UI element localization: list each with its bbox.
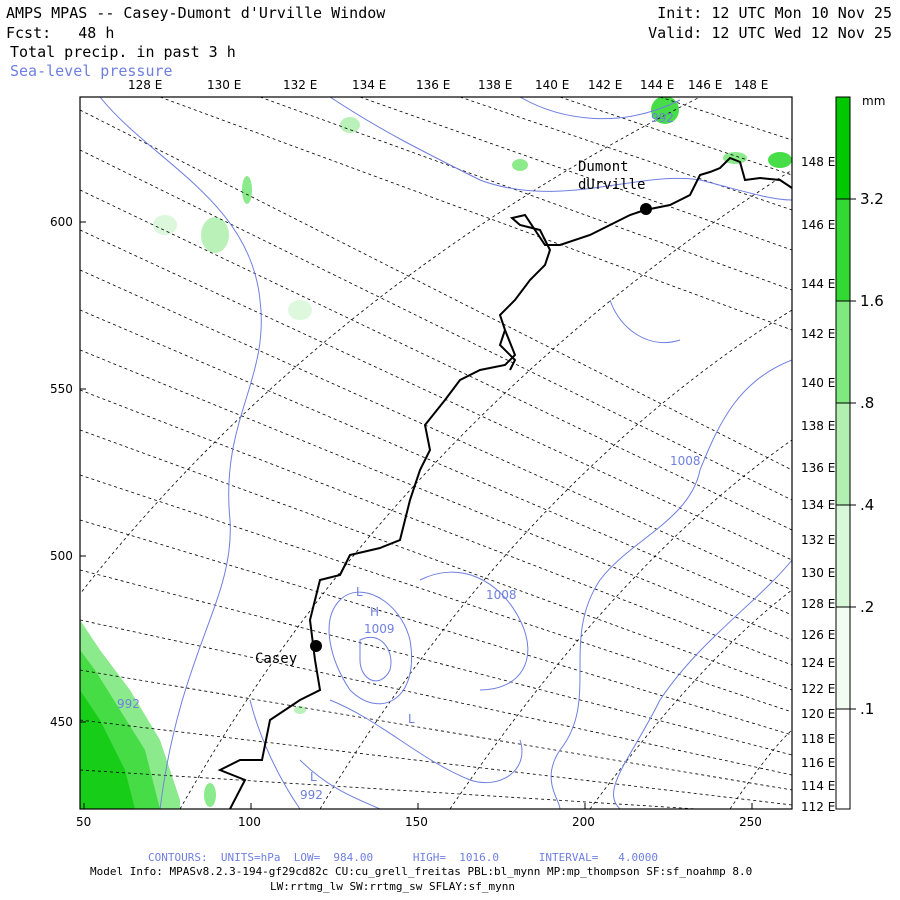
valid-time: Valid: 12 UTC Wed 12 Nov 25: [648, 24, 892, 42]
right-lon-label: 120 E: [801, 707, 836, 721]
contour-label: 992: [300, 788, 323, 802]
contour-label: 1008: [486, 588, 517, 602]
right-lon-label: 128 E: [801, 597, 836, 611]
top-lon-label: 144 E: [640, 78, 675, 92]
colorbar-level: .1: [860, 700, 875, 718]
top-lon-label: 132 E: [283, 78, 318, 92]
map-title: AMPS MPAS -- Casey-Dumont d'Urville Wind…: [6, 4, 386, 22]
top-lon-label: 140 E: [535, 78, 570, 92]
pressure-center-label: H: [370, 605, 380, 619]
overlay-name: Sea-level pressure: [10, 62, 173, 80]
right-lon-label: 126 E: [801, 628, 836, 642]
model-info: Model Info: MPASv8.2.3-194-gf29cd82c CU:…: [90, 865, 753, 878]
top-lon-label: 136 E: [416, 78, 451, 92]
right-lon-label: 140 E: [801, 376, 836, 390]
right-lon-label: 116 E: [801, 756, 836, 770]
right-lon-label: 144 E: [801, 277, 836, 291]
field-name: Total precip. in past 3 h: [10, 43, 236, 61]
casey-marker: [310, 640, 322, 652]
left-y-label: 550: [50, 382, 73, 396]
bottom-x-label: 50: [76, 815, 92, 829]
colorbar-level: 1.6: [860, 292, 884, 310]
contour-info: CONTOURS: UNITS=hPa LOW= 984.00 HIGH= 10…: [148, 851, 658, 864]
forecast-hour: Fcst: 48 h: [6, 24, 115, 42]
colorbar-level: 3.2: [860, 190, 884, 208]
top-lon-label: 148 E: [734, 78, 769, 92]
left-y-label: 600: [50, 215, 73, 229]
pressure-contours: [99, 97, 792, 809]
coastline: [217, 156, 792, 809]
init-time: Init: 12 UTC Mon 10 Nov 25: [657, 4, 892, 22]
dumont-durville-label: Dumont dUrville: [578, 159, 646, 193]
contour-label: 1008: [670, 454, 701, 468]
top-lon-label: 146 E: [688, 78, 723, 92]
right-lon-label: 134 E: [801, 498, 836, 512]
top-lon-label: 138 E: [478, 78, 513, 92]
pressure-center-label: L: [356, 585, 363, 599]
top-lon-label: 130 E: [207, 78, 242, 92]
colorbar-level: .8: [860, 394, 875, 412]
right-lon-label: 122 E: [801, 682, 836, 696]
physics-info: LW:rrtmg_lw SW:rrtmg_sw SFLAY:sf_mynn: [270, 880, 516, 893]
top-lon-label: 128 E: [128, 78, 163, 92]
coastline-inlet: [498, 329, 517, 371]
right-lon-label: 138 E: [801, 419, 836, 433]
contour-label: 1009: [364, 622, 395, 636]
bottom-x-label: 100: [238, 815, 261, 829]
colorbar-level: .4: [860, 496, 875, 514]
right-lon-label: 114 E: [801, 779, 836, 793]
colorbar: [835, 96, 856, 810]
contour-label: 992: [117, 697, 140, 711]
pressure-center-label: L: [310, 770, 317, 784]
longitude-grid: [80, 97, 792, 809]
bottom-x-label: 200: [572, 815, 595, 829]
colorbar-level: .2: [860, 598, 875, 616]
dumont-durville-marker: [640, 203, 652, 215]
right-lon-label: 118 E: [801, 732, 836, 746]
right-lon-label: 148 E: [801, 155, 836, 169]
left-y-label: 450: [50, 715, 73, 729]
right-lon-label: 130 E: [801, 566, 836, 580]
top-lon-label: 134 E: [352, 78, 387, 92]
casey-label: Casey: [255, 651, 298, 667]
colorbar-unit: mm: [862, 94, 886, 108]
right-lon-label: 132 E: [801, 533, 836, 547]
right-lon-label: 124 E: [801, 656, 836, 670]
frame-ticks: [80, 221, 753, 809]
bottom-x-label: 150: [405, 815, 428, 829]
bottom-x-label: 250: [739, 815, 762, 829]
precip-shading: [80, 97, 792, 809]
right-lon-label: 112 E: [801, 800, 836, 814]
right-lon-label: 146 E: [801, 218, 836, 232]
contour-label: 992: [651, 111, 674, 125]
top-lon-label: 142 E: [588, 78, 623, 92]
left-y-label: 500: [50, 549, 73, 563]
right-lon-label: 142 E: [801, 327, 836, 341]
right-lon-label: 136 E: [801, 461, 836, 475]
latitude-grid: [80, 97, 792, 809]
pressure-center-label: L: [408, 712, 415, 726]
